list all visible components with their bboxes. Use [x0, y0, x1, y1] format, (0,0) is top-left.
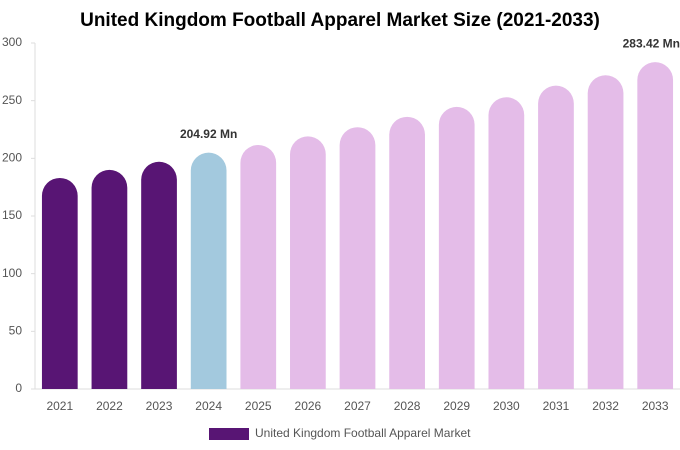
x-tick-label: 2032: [592, 399, 619, 413]
y-tick-label: 150: [2, 208, 22, 222]
x-tick-label: 2023: [146, 399, 173, 413]
x-tick-label: 2028: [394, 399, 421, 413]
x-tick-label: 2027: [344, 399, 371, 413]
x-tick-label: 2029: [443, 399, 470, 413]
legend-swatch: [209, 428, 249, 440]
bar: [290, 136, 326, 389]
bar: [488, 97, 525, 389]
x-tick-label: 2022: [96, 399, 123, 413]
bar: [240, 144, 277, 389]
y-tick-label: 0: [15, 381, 22, 395]
y-tick-label: 50: [9, 324, 23, 338]
y-tick-label: 300: [2, 35, 22, 49]
bar: [339, 127, 376, 389]
bar: [637, 62, 674, 390]
x-tick-label: 2026: [295, 399, 322, 413]
bar: [190, 152, 227, 389]
chart-title: United Kingdom Football Apparel Market S…: [80, 10, 600, 31]
x-tick-label: 2021: [46, 399, 73, 413]
bar: [91, 169, 128, 389]
bar: [587, 75, 624, 389]
y-tick-label: 200: [2, 151, 22, 165]
bar: [41, 177, 78, 389]
bar: [141, 161, 177, 389]
x-tick-label: 2031: [543, 399, 570, 413]
x-tick-label: 2030: [493, 399, 520, 413]
legend-label: United Kingdom Football Apparel Market: [255, 426, 471, 440]
bar: [389, 116, 425, 390]
x-tick-label: 2033: [642, 399, 669, 413]
y-tick-label: 250: [2, 93, 22, 107]
data-label: 204.92 Mn: [180, 127, 237, 141]
x-tick-label: 2024: [195, 399, 222, 413]
bar: [438, 106, 475, 390]
x-tick-label: 2025: [245, 399, 272, 413]
data-label: 283.42 Mn: [623, 36, 680, 50]
y-tick-label: 100: [2, 266, 22, 280]
bar: [538, 85, 574, 389]
